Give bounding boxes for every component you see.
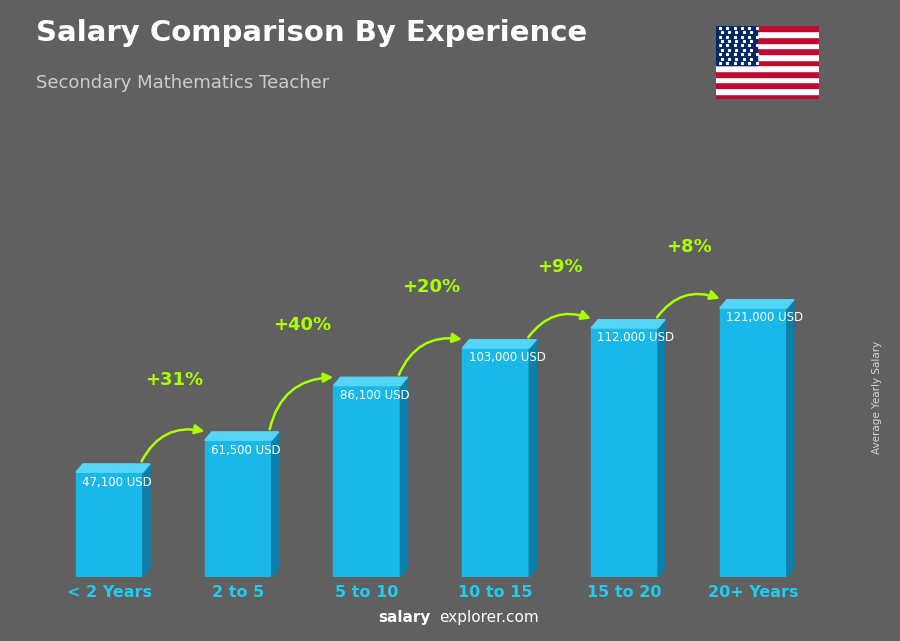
Text: 86,100 USD: 86,100 USD: [340, 389, 410, 402]
Polygon shape: [334, 378, 408, 386]
Text: Secondary Mathematics Teacher: Secondary Mathematics Teacher: [36, 74, 329, 92]
Bar: [716, 82, 819, 88]
Polygon shape: [591, 320, 665, 328]
Text: 103,000 USD: 103,000 USD: [469, 351, 545, 364]
Text: explorer.com: explorer.com: [439, 610, 539, 625]
Polygon shape: [720, 308, 787, 577]
Text: +9%: +9%: [537, 258, 583, 276]
Bar: [716, 71, 819, 77]
Text: +40%: +40%: [274, 316, 331, 334]
Text: +31%: +31%: [145, 370, 202, 388]
Polygon shape: [720, 300, 794, 308]
Text: +8%: +8%: [666, 238, 712, 256]
Bar: [716, 60, 819, 65]
Polygon shape: [591, 328, 658, 577]
Bar: [716, 26, 757, 65]
Polygon shape: [658, 320, 665, 577]
Polygon shape: [529, 340, 536, 577]
Text: 121,000 USD: 121,000 USD: [726, 312, 804, 324]
Polygon shape: [463, 348, 529, 577]
Bar: [716, 94, 819, 99]
Bar: [716, 65, 819, 71]
Text: Average Yearly Salary: Average Yearly Salary: [872, 341, 883, 454]
Polygon shape: [76, 464, 150, 472]
Bar: [716, 26, 819, 31]
Polygon shape: [272, 432, 279, 577]
Text: +20%: +20%: [402, 278, 461, 296]
Polygon shape: [463, 340, 536, 348]
Polygon shape: [143, 464, 150, 577]
Text: 47,100 USD: 47,100 USD: [82, 476, 152, 488]
Text: salary: salary: [378, 610, 430, 625]
Bar: [716, 37, 819, 43]
Text: 61,500 USD: 61,500 USD: [212, 444, 281, 456]
Polygon shape: [204, 432, 279, 440]
Bar: [716, 54, 819, 60]
Bar: [716, 77, 819, 82]
Polygon shape: [400, 378, 408, 577]
Polygon shape: [76, 472, 143, 577]
Bar: [716, 48, 819, 54]
Text: 112,000 USD: 112,000 USD: [598, 331, 675, 344]
Text: Salary Comparison By Experience: Salary Comparison By Experience: [36, 19, 587, 47]
Bar: [716, 31, 819, 37]
Polygon shape: [204, 440, 272, 577]
Polygon shape: [787, 300, 794, 577]
Bar: [716, 88, 819, 94]
Bar: [716, 43, 819, 48]
Polygon shape: [334, 386, 400, 577]
